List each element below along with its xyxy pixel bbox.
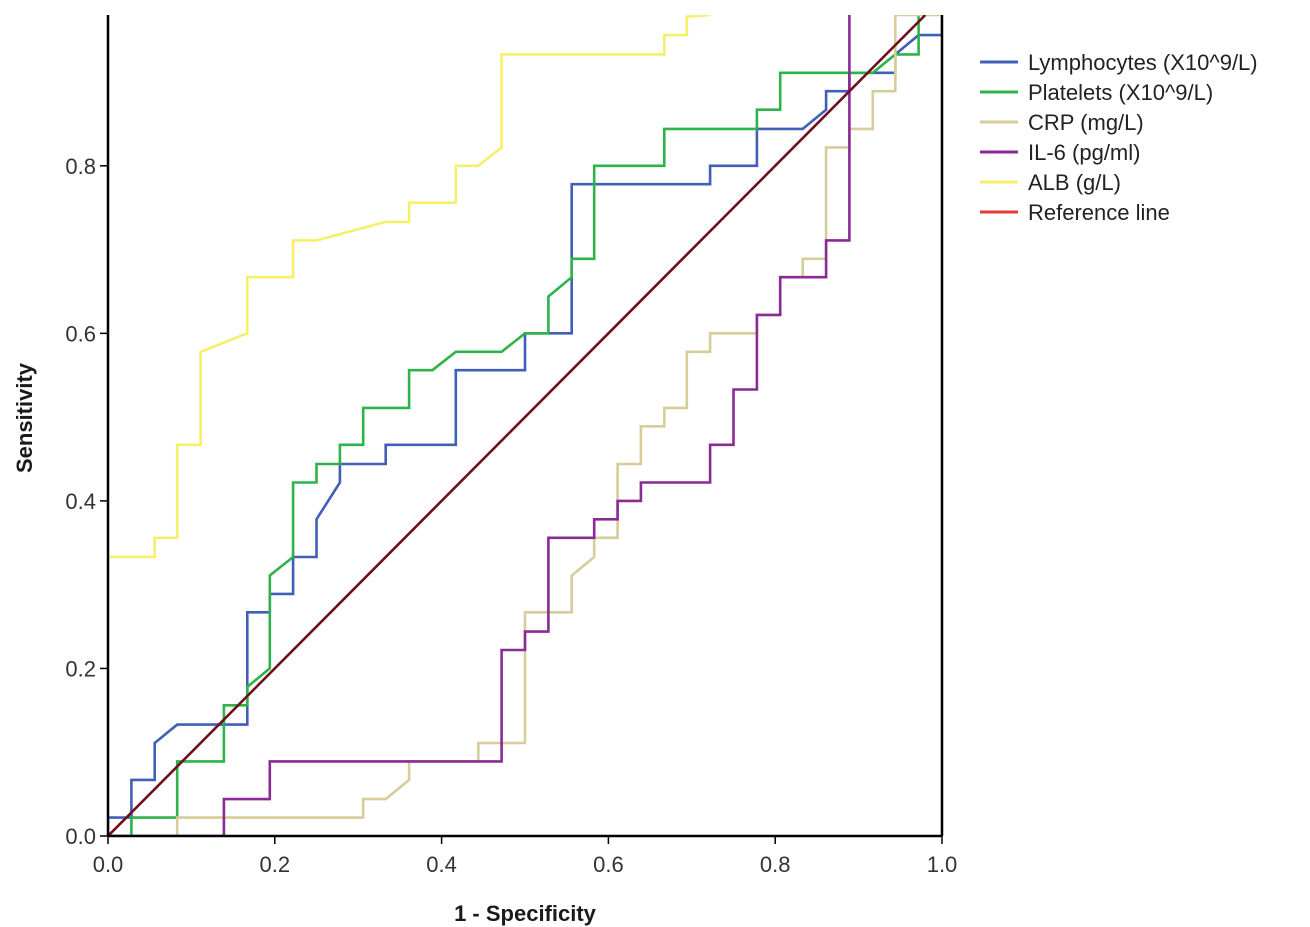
series-line-crp-mg-l [108,15,942,836]
x-tick-label: 0.2 [260,852,291,877]
y-tick-label: 0.2 [65,656,96,681]
y-axis-title: Sensitivity [12,362,37,473]
series-line-lymphocytes-x10-9-l [108,15,942,836]
y-tick-label: 0.4 [65,489,96,514]
y-tick-label: 0.6 [65,321,96,346]
series-line-alb-g-l [108,15,711,559]
x-tick-label: 0.8 [760,852,791,877]
legend-label: Lymphocytes (X10^9/L) [1028,50,1258,75]
legend: Lymphocytes (X10^9/L) Platelets (X10^9/L)… [980,50,1258,225]
x-tick-label: 0.6 [593,852,624,877]
axes [106,15,944,838]
y-tick-label: 0.0 [65,824,96,849]
series-line-reference-line [108,15,927,836]
legend-label: Reference line [1028,200,1170,225]
ticks: 0.0 0.2 0.4 0.6 0.8 1.0 0.0 0.2 0.4 0.6 0.8 [65,154,957,877]
x-tick-label: 0.4 [426,852,457,877]
y-tick-label: 0.8 [65,154,96,179]
x-tick-label: 0.0 [93,852,124,877]
legend-label: CRP (mg/L) [1028,110,1144,135]
x-tick-label: 1.0 [927,852,958,877]
legend-label: IL-6 (pg/ml) [1028,140,1140,165]
legend-label: Platelets (X10^9/L) [1028,80,1213,105]
legend-label: ALB (g/L) [1028,170,1121,195]
plot-area [108,15,942,836]
x-axis-title: 1 - Specificity [454,901,597,926]
series-line-il-6-pg-ml [108,15,851,836]
